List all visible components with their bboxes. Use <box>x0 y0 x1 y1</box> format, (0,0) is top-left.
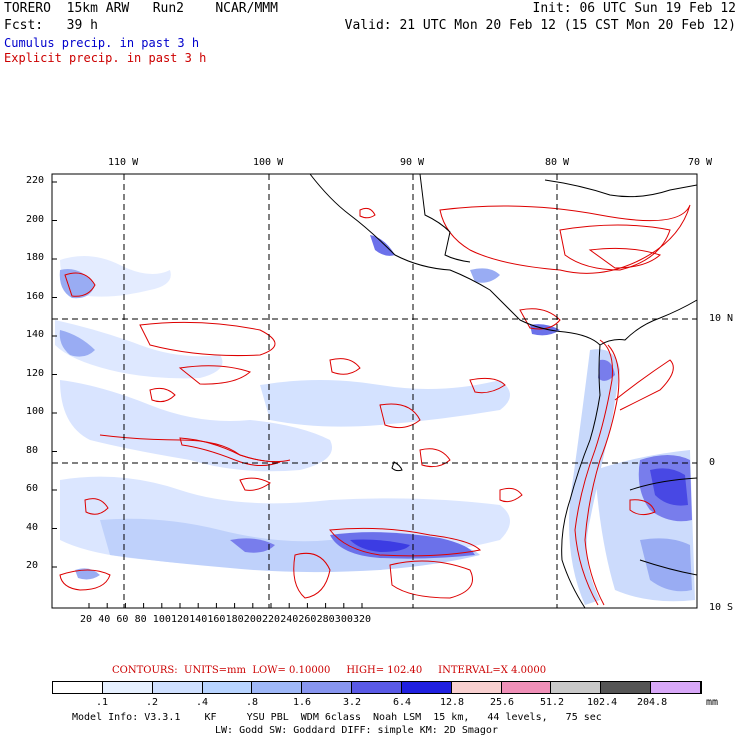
colorbar-label: 6.4 <box>393 697 412 708</box>
y-tick-label: 200 <box>26 213 45 225</box>
y-tick-label: 140 <box>26 329 45 340</box>
y-tick-label: 220 <box>26 175 45 186</box>
lon-label-110w: 110 W <box>108 157 139 168</box>
explicit-precip-contours <box>59 204 691 606</box>
x-tick-label: 200 <box>243 614 262 625</box>
contours-high: HIGH= 102.40 <box>346 665 423 676</box>
x-tick-label: 60 <box>116 614 129 625</box>
y-tick-label: 80 <box>26 444 39 456</box>
y-axis-ticks <box>52 181 57 568</box>
colorbar-swatch <box>401 682 452 693</box>
latlon-grid <box>52 174 697 608</box>
colorbar-label: 12.8 <box>440 697 465 708</box>
model-info-line1: Model Info: V3.3.1 KF YSU PBL WDM 6class… <box>72 712 602 723</box>
colorbar-label: .1 <box>96 697 109 708</box>
colorbar-swatch <box>601 682 652 693</box>
contours-info: CONTOURS: UNITS=mm LOW= 0.10000 HIGH= 10… <box>112 665 546 676</box>
model-info-line2: LW: Godd SW: Goddard DIFF: simple KM: 2D… <box>215 725 498 736</box>
colorbar-swatch <box>152 682 203 693</box>
colorbar-label: .8 <box>246 697 259 708</box>
y-tick-label: 60 <box>26 483 39 494</box>
colorbar-swatch <box>551 682 602 693</box>
y-tick-label: 40 <box>26 521 39 533</box>
colorbar-label: 204.8 <box>637 697 668 708</box>
colorbar-swatch <box>202 682 253 693</box>
x-tick-label: 80 <box>134 614 147 625</box>
x-tick-label: 320 <box>353 614 372 625</box>
valid-time: Valid: 21 UTC Mon 20 Feb 12 (15 CST Mon … <box>344 18 736 33</box>
colorbar-label: .2 <box>146 697 159 708</box>
x-tick-label: 180 <box>225 614 244 625</box>
y-tick-label: 100 <box>26 406 45 417</box>
colorbar-label: 102.4 <box>587 697 618 708</box>
colorbar-label: 25.6 <box>490 697 515 708</box>
x-axis-ticks <box>88 603 363 608</box>
lon-label-80w: 80 W <box>545 157 570 168</box>
lon-label-70w: 70 W <box>688 157 713 168</box>
x-tick-label: 100 <box>152 614 171 625</box>
x-tick-label: 20 <box>80 614 93 625</box>
x-tick-label: 160 <box>207 614 226 625</box>
colorbar <box>52 681 702 694</box>
colorbar-swatch <box>501 682 552 693</box>
colorbar-swatch <box>53 682 103 693</box>
colorbar-label: 51.2 <box>540 697 565 708</box>
x-tick-label: 120 <box>171 614 190 625</box>
lon-label-90w: 90 W <box>400 157 425 168</box>
colorbar-units: mm <box>706 697 719 708</box>
lat-label-10s: 10 S <box>709 602 734 613</box>
x-tick-label: 40 <box>98 614 111 625</box>
forecast-hour: Fcst: 39 h <box>4 18 98 33</box>
colorbar-swatch <box>651 682 701 693</box>
x-tick-label: 280 <box>316 614 335 625</box>
lat-label-0: 0 <box>709 457 716 468</box>
colorbar-label: 3.2 <box>343 697 362 708</box>
colorbar-swatch <box>102 682 153 693</box>
contours-low: LOW= 0.10000 <box>252 665 331 676</box>
x-tick-label: 240 <box>280 614 299 625</box>
y-tick-label: 120 <box>26 367 45 379</box>
x-tick-label: 260 <box>298 614 317 625</box>
init-time: Init: 06 UTC Sun 19 Feb 12 <box>532 1 737 16</box>
colorbar-swatch <box>252 682 303 693</box>
x-tick-label: 220 <box>262 614 281 625</box>
coastlines <box>309 173 698 609</box>
lon-label-100w: 100 W <box>253 157 284 168</box>
precip-map <box>51 173 698 609</box>
model-title: TORERO 15km ARW Run2 NCAR/MMM <box>4 1 278 16</box>
explicit-legend: Explicit precip. in past 3 h <box>4 51 207 65</box>
y-tick-label: 160 <box>26 290 45 302</box>
x-tick-label: 140 <box>189 614 208 625</box>
contours-interval: INTERVAL=X 4.0000 <box>438 665 547 676</box>
contours-label: CONTOURS: <box>112 665 178 676</box>
colorbar-swatch <box>302 682 353 693</box>
colorbar-label: .4 <box>196 697 209 708</box>
lat-label-10n: 10 N <box>709 313 734 324</box>
cumulus-legend: Cumulus precip. in past 3 h <box>4 36 200 50</box>
y-tick-label: 180 <box>26 252 45 263</box>
colorbar-swatch <box>352 682 402 693</box>
cumulus-precip-areas <box>55 235 695 605</box>
colorbar-label: 1.6 <box>293 697 312 708</box>
y-tick-label: 20 <box>26 560 39 571</box>
colorbar-swatch <box>451 682 502 693</box>
x-tick-label: 300 <box>334 614 353 625</box>
contours-units: UNITS=mm <box>184 665 247 676</box>
